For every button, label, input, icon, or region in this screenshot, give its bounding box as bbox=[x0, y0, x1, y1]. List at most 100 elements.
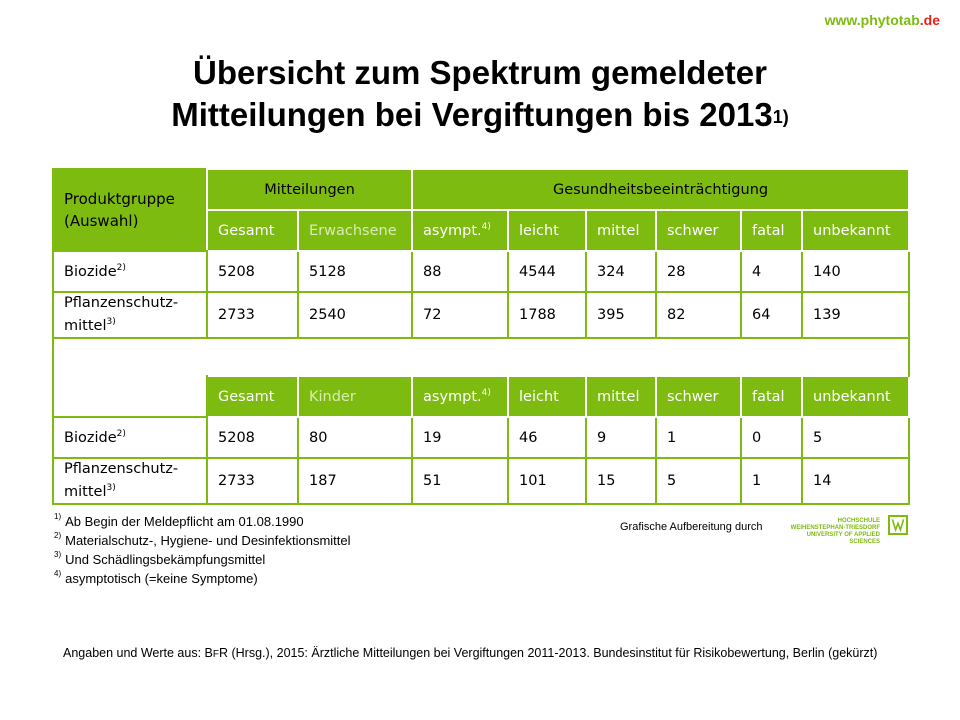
col-header-label: leicht bbox=[519, 222, 559, 239]
col-header-label: Gesamt bbox=[218, 222, 275, 239]
col-header-schwer: schwer bbox=[655, 209, 742, 252]
group-gesundheit: Gesundheitsbeeinträchtigung bbox=[410, 168, 911, 211]
table-cell: 5208 bbox=[206, 250, 299, 293]
col-header-unbekannt: unbekannt bbox=[800, 375, 911, 418]
logo-text-line-3: UNIVERSITY OF APPLIED SCIENCES bbox=[806, 532, 880, 545]
table-cell: 64 bbox=[740, 291, 803, 339]
col-header-gesamt: Gesamt bbox=[206, 209, 299, 252]
col-header-gesamt: Gesamt bbox=[206, 375, 299, 418]
table-section-1: Biozide2) 5208 5128 88 4544 324 28 4 140 Pflanzen… bbox=[52, 250, 911, 339]
row-label: Pflanzenschutz-mittel3) bbox=[52, 291, 208, 339]
footnote-item: 2) Materialschutz-, Hygiene- und Desinfek… bbox=[54, 531, 351, 548]
table-cell: 15 bbox=[585, 457, 657, 505]
table-cell: 2733 bbox=[206, 291, 299, 339]
col-header-fatal: fatal bbox=[740, 375, 803, 418]
table-cell: 80 bbox=[297, 416, 413, 459]
table-cell: 88 bbox=[411, 250, 509, 293]
source-post: R (Hrsg.), 2015: Ärztliche Mitteilungen … bbox=[218, 646, 878, 660]
table-cell: 4544 bbox=[507, 250, 587, 293]
col-header-asympt: asympt.4) bbox=[411, 209, 509, 252]
title-line-2: Mitteilungen bei Vergiftungen bis 20131) bbox=[0, 94, 960, 136]
table-cell: 72 bbox=[411, 291, 509, 339]
footnote-mark: 3) bbox=[54, 550, 62, 559]
footnote-item: 1) Ab Begin der Meldepflicht am 01.08.199… bbox=[54, 512, 304, 529]
footnote-item: 3) Und Schädlingsbekämpfungsmittel bbox=[54, 550, 266, 567]
row-label: Biozide2) bbox=[52, 250, 208, 293]
table-cell: 82 bbox=[655, 291, 742, 339]
table-cell: 5 bbox=[800, 416, 911, 459]
col-header-mittel: mittel bbox=[585, 209, 657, 252]
row-label: Pflanzenschutz-mittel3) bbox=[52, 457, 208, 505]
table-cell: 4 bbox=[740, 250, 803, 293]
source-citation: Angaben und Werte aus: BFR (Hrsg.), 2015… bbox=[63, 644, 897, 664]
col-header-label: schwer bbox=[667, 222, 719, 239]
table-cell: 140 bbox=[800, 250, 911, 293]
page-title: Übersicht zum Spektrum gemeldeter Mittei… bbox=[0, 52, 960, 136]
col-header-mittel: mittel bbox=[585, 375, 657, 418]
graphic-credit: Grafische Aufbereitung durch bbox=[620, 521, 763, 533]
table-spacer-row bbox=[51, 337, 911, 376]
university-logo[interactable]: HOCHSCHULE WEIHENSTEPHAN-TRIESDORF UNIVE… bbox=[790, 515, 908, 545]
table-row: Pflanzenschutz-mittel3) 2733 187 51 101 15 5 1 1… bbox=[52, 457, 911, 505]
table-cell: 1 bbox=[655, 416, 742, 459]
table-cell: 101 bbox=[507, 457, 587, 505]
table-cell: 14 bbox=[800, 457, 911, 505]
footnote-mark: 2) bbox=[54, 531, 62, 540]
col-header-leicht: leicht bbox=[507, 375, 587, 418]
footnote-text: Und Schädlingsbekämpfungsmittel bbox=[65, 552, 266, 567]
col-header-label: mittel bbox=[597, 388, 640, 405]
table-cell: 1 bbox=[740, 457, 803, 505]
footnote-mark: 4) bbox=[54, 569, 62, 578]
spacer-cell bbox=[51, 337, 911, 376]
table-header-row-2: Gesamt Erwachsene asympt.4) leicht mittel sch… bbox=[53, 209, 911, 252]
col-header-leicht: leicht bbox=[507, 209, 587, 252]
table-header-row-3: Gesamt Kinder asympt.4) leicht mittel schwer f… bbox=[52, 375, 911, 418]
logo-text-line-2: WEIHENSTEPHAN-TRIESDORF bbox=[790, 525, 880, 531]
table-row: Biozide2) 5208 5128 88 4544 324 28 4 140 bbox=[52, 250, 911, 293]
col-header-unbekannt: unbekannt bbox=[800, 209, 911, 252]
poisoning-table: Produktgruppe (Auswahl) Mitteilungen Ges… bbox=[51, 168, 911, 505]
col-header-label: mittel bbox=[597, 222, 640, 239]
table-cell: 324 bbox=[585, 250, 657, 293]
table-header-row-1: Produktgruppe (Auswahl) Mitteilungen Ges… bbox=[52, 168, 911, 252]
footnote-mark: 1) bbox=[54, 512, 62, 521]
table-cell: 46 bbox=[507, 416, 587, 459]
col-header-label: asympt. bbox=[423, 222, 482, 239]
row-label-footnote-mark: 2) bbox=[116, 263, 126, 274]
col-header-footnote-mark: 4) bbox=[481, 388, 491, 399]
table-cell: 1788 bbox=[507, 291, 587, 339]
table-cell: 28 bbox=[655, 250, 742, 293]
footnote-text: asymptotisch (=keine Symptome) bbox=[65, 571, 258, 586]
logo-text: HOCHSCHULE WEIHENSTEPHAN-TRIESDORF UNIVE… bbox=[790, 518, 880, 546]
col-header-label: unbekannt bbox=[813, 388, 891, 405]
group-mitteilungen: Mitteilungen bbox=[206, 168, 413, 211]
logo-mark-icon bbox=[888, 515, 908, 535]
col-header-label: unbekannt bbox=[813, 222, 891, 239]
rowhead-blank-cell bbox=[52, 376, 208, 417]
footnote-text: Materialschutz-, Hygiene- und Desinfekti… bbox=[65, 533, 351, 548]
table-cell: 2733 bbox=[206, 457, 299, 505]
col-header-label: schwer bbox=[667, 388, 719, 405]
table-section-2: Biozide2) 5208 80 19 46 9 1 0 5 Pflanzenschutz-mi… bbox=[52, 416, 911, 505]
site-url-tld: .de bbox=[919, 12, 940, 28]
title-footnote-mark: 1) bbox=[772, 107, 789, 127]
table-cell: 187 bbox=[297, 457, 413, 505]
table-cell: 395 bbox=[585, 291, 657, 339]
col-header-label: Kinder bbox=[309, 388, 356, 405]
table-cell: 5208 bbox=[206, 416, 299, 459]
footnote-text: Ab Begin der Meldepflicht am 01.08.1990 bbox=[65, 514, 304, 529]
table-cell: 9 bbox=[585, 416, 657, 459]
site-url[interactable]: www.phytotab.de bbox=[825, 12, 940, 28]
row-label-text: Biozide bbox=[64, 263, 117, 280]
row-label-text: Biozide bbox=[64, 429, 117, 446]
col-header-label: leicht bbox=[519, 388, 559, 405]
col-header-label: Erwachsene bbox=[309, 222, 397, 239]
col-header-asympt: asympt.4) bbox=[411, 375, 509, 418]
rowhead-produktgruppe: Produktgruppe (Auswahl) bbox=[52, 168, 208, 252]
row-label-footnote-mark: 3) bbox=[106, 483, 116, 494]
col-header-label: fatal bbox=[752, 388, 785, 405]
col-header-schwer: schwer bbox=[655, 375, 742, 418]
row-label: Biozide2) bbox=[52, 416, 208, 459]
footnote-item: 4) asymptotisch (=keine Symptome) bbox=[54, 569, 258, 586]
table-cell: 5 bbox=[655, 457, 742, 505]
